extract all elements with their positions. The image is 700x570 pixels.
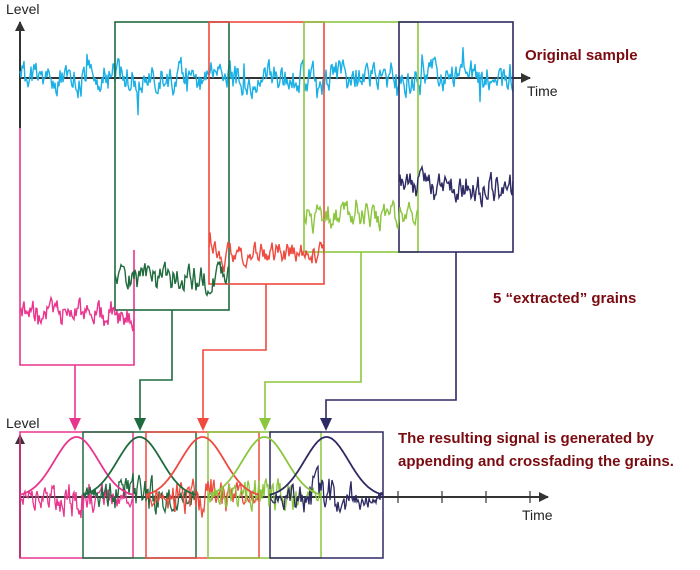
arrowhead-5: [320, 418, 332, 431]
envelope-3: [145, 436, 260, 496]
result-caption-line1: The resulting signal is generated by: [398, 430, 655, 447]
extracted-grains: [19, 164, 514, 332]
extracted-grain-5: [398, 164, 514, 208]
arrowhead-3: [197, 418, 209, 431]
result-wave-3: [145, 478, 260, 518]
result-wave-2: [82, 473, 197, 515]
extracted-grains-caption: 5 “extracted” grains: [493, 290, 636, 307]
result-waveforms: [19, 464, 384, 519]
extracted-grain-4: [303, 199, 419, 234]
grain-box-3: [208, 21, 325, 285]
grain-box-1: [19, 128, 135, 366]
extracted-grain-3: [208, 232, 325, 273]
grain-connectors: [69, 252, 457, 431]
connector-5: [325, 252, 457, 425]
original-sample-caption: Original sample: [525, 47, 638, 64]
result-box-2: [82, 431, 197, 559]
arrowhead-2: [134, 418, 146, 431]
envelope-2: [82, 436, 197, 496]
arrowhead-4: [259, 418, 271, 431]
result-box-4: [207, 431, 322, 559]
time-label-bottom: Time: [522, 507, 553, 523]
connector-4: [264, 252, 362, 425]
result-wave-5: [269, 464, 384, 515]
time-label-top: Time: [527, 83, 558, 99]
envelope-4: [207, 436, 322, 496]
original-sample-waveform: [19, 47, 514, 116]
level-label-bottom: Level: [6, 415, 39, 431]
envelope-5: [269, 436, 384, 496]
crossfade-envelopes: [19, 436, 384, 496]
result-caption-line2: appending and crossfading the grains.: [398, 453, 674, 470]
extracted-grain-2: [114, 260, 230, 297]
level-label-top: Level: [6, 1, 39, 17]
connector-2: [139, 310, 173, 425]
connector-3: [202, 284, 267, 425]
arrowhead-1: [69, 418, 81, 431]
extracted-grain-1: [19, 295, 135, 332]
envelope-1: [19, 436, 134, 496]
